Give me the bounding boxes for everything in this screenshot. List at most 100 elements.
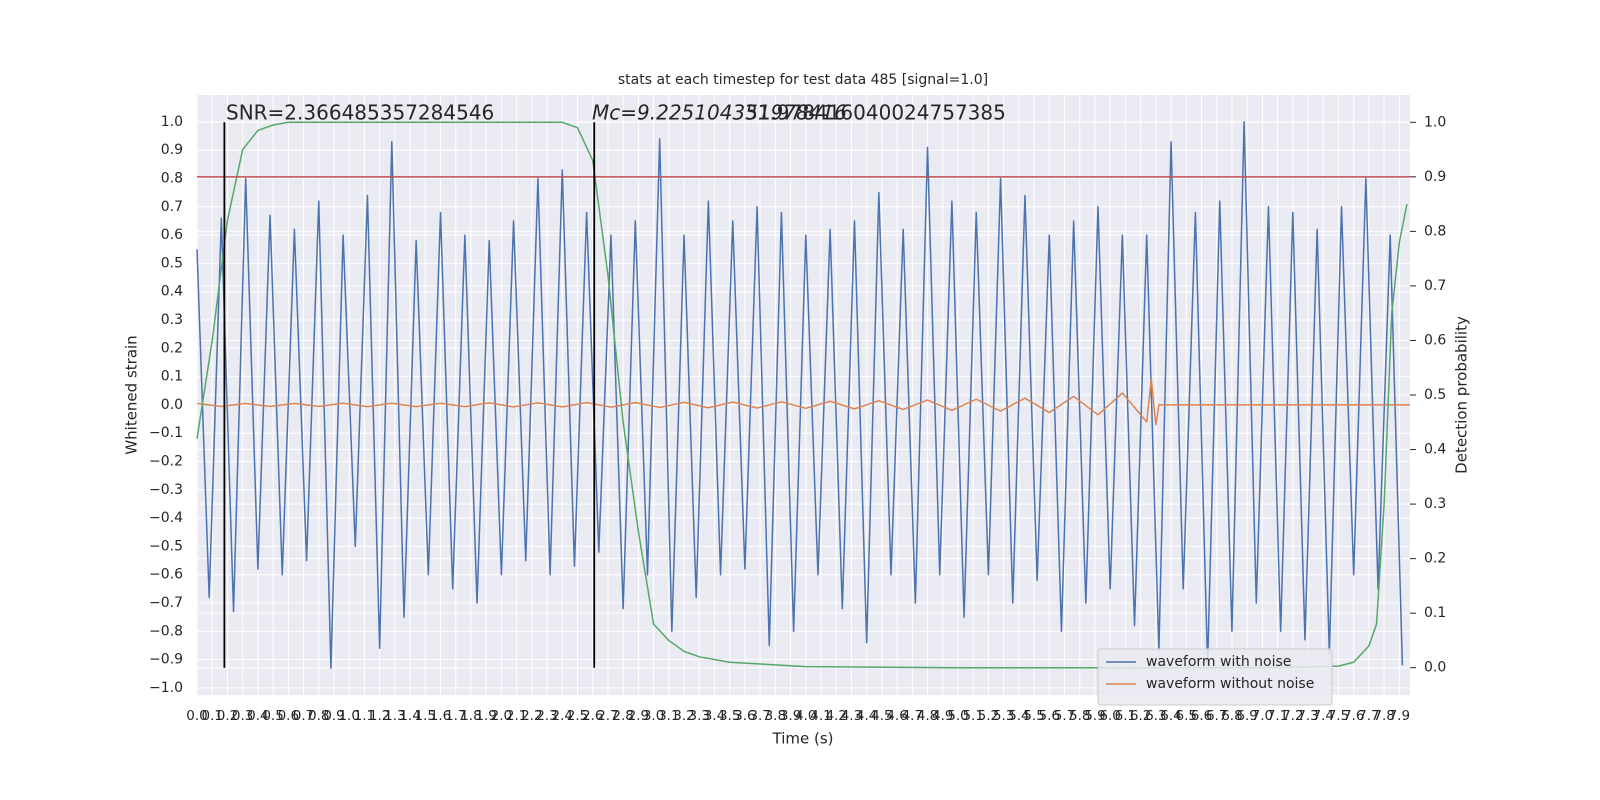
y-tick-label: 0.7 bbox=[161, 199, 183, 215]
x-tick-label: 2.2 bbox=[521, 708, 542, 724]
x-tick-label: 3.0 bbox=[643, 708, 664, 724]
x-tick-label: 2.5 bbox=[567, 708, 588, 724]
x-tick-label: 7.0 bbox=[1252, 708, 1273, 724]
y2-tick-label: 0.4 bbox=[1424, 442, 1446, 458]
y-tick-label: −0.2 bbox=[149, 454, 183, 470]
x-tick-label: 3.3 bbox=[689, 708, 710, 724]
x-tick-label: 0.7 bbox=[293, 708, 314, 724]
x-tick-label: 4.1 bbox=[810, 708, 831, 724]
y-tick-label: −0.9 bbox=[149, 652, 183, 668]
x-tick-label: 6.6 bbox=[1191, 708, 1212, 724]
y-tick-label: 0.0 bbox=[161, 397, 183, 413]
x-tick-label: 6.2 bbox=[1130, 708, 1151, 724]
x-axis-label: Time (s) bbox=[772, 730, 834, 748]
y2-tick-label: 0.7 bbox=[1424, 278, 1446, 294]
x-tick-label: 4.8 bbox=[917, 708, 938, 724]
x-tick-label: 6.9 bbox=[1236, 708, 1257, 724]
x-tick-label: 4.9 bbox=[932, 708, 953, 724]
x-tick-label: 3.4 bbox=[704, 708, 725, 724]
y-tick-label: −0.6 bbox=[149, 567, 183, 583]
annotation: SNR=2.366485357284546 bbox=[226, 101, 494, 125]
annotation: 31.978416040024757385 bbox=[745, 101, 1006, 125]
x-tick-label: 0.0 bbox=[186, 708, 207, 724]
x-tick-label: 2.0 bbox=[491, 708, 512, 724]
x-tick-label: 0.8 bbox=[308, 708, 329, 724]
x-tick-label: 1.4 bbox=[399, 708, 420, 724]
x-tick-label: 2.9 bbox=[628, 708, 649, 724]
x-tick-label: 6.4 bbox=[1160, 708, 1181, 724]
y2-tick-label: 0.8 bbox=[1424, 223, 1446, 239]
x-tick-label: 2.1 bbox=[506, 708, 527, 724]
x-tick-label: 5.7 bbox=[1054, 708, 1075, 724]
x-tick-label: 2.4 bbox=[552, 708, 573, 724]
annotation: Mc=9.225104351978416 bbox=[592, 101, 847, 125]
x-tick-label: 4.5 bbox=[871, 708, 892, 724]
series-line bbox=[196, 121, 1408, 669]
x-tick-label: 6.3 bbox=[1145, 708, 1166, 724]
x-tick-label: 0.6 bbox=[278, 708, 299, 724]
y-tick-label: −0.1 bbox=[149, 425, 183, 441]
x-tick-label: 0.2 bbox=[217, 708, 238, 724]
y-tick-label: −0.8 bbox=[149, 623, 183, 639]
x-tick-label: 4.0 bbox=[795, 708, 816, 724]
x-tick-label: 1.8 bbox=[460, 708, 481, 724]
y2-tick-label: 0.0 bbox=[1424, 660, 1446, 676]
y2-tick-label: 0.5 bbox=[1424, 387, 1446, 403]
y-tick-label: 0.2 bbox=[161, 340, 183, 356]
legend-label: waveform without noise bbox=[1146, 676, 1314, 692]
x-tick-label: 4.7 bbox=[902, 708, 923, 724]
x-tick-label: 6.5 bbox=[1176, 708, 1197, 724]
x-tick-label: 2.3 bbox=[536, 708, 557, 724]
x-tick-label: 0.4 bbox=[247, 708, 268, 724]
y2-tick-label: 1.0 bbox=[1424, 114, 1446, 130]
x-tick-label: 3.9 bbox=[780, 708, 801, 724]
y-tick-label: 0.9 bbox=[161, 142, 183, 158]
y-tick-label: 0.3 bbox=[161, 312, 183, 328]
x-tick-label: 7.2 bbox=[1282, 708, 1303, 724]
chart-title: stats at each timestep for test data 485… bbox=[618, 72, 988, 88]
y-axis-label: Whitened strain bbox=[123, 335, 141, 454]
x-tick-label: 7.3 bbox=[1297, 708, 1318, 724]
y2-axis-label: Detection probability bbox=[1453, 316, 1471, 474]
x-tick-label: 7.4 bbox=[1313, 708, 1334, 724]
y-tick-label: −1.0 bbox=[149, 680, 183, 696]
x-tick-label: 6.7 bbox=[1206, 708, 1227, 724]
x-tick-label: 3.5 bbox=[719, 708, 740, 724]
x-tick-label: 5.4 bbox=[1008, 708, 1029, 724]
x-tick-label: 2.7 bbox=[597, 708, 618, 724]
y-tick-label: 0.4 bbox=[161, 284, 183, 300]
x-tick-label: 5.1 bbox=[962, 708, 983, 724]
y-tick-label: 1.0 bbox=[161, 114, 183, 130]
y2-tick-label: 0.1 bbox=[1424, 605, 1446, 621]
x-tick-label: 7.8 bbox=[1373, 708, 1394, 724]
legend-label: waveform with noise bbox=[1146, 654, 1291, 670]
x-tick-label: 4.3 bbox=[841, 708, 862, 724]
x-tick-label: 1.3 bbox=[384, 708, 405, 724]
x-tick-label: 0.3 bbox=[232, 708, 253, 724]
x-tick-label: 5.5 bbox=[1023, 708, 1044, 724]
y-tick-label: 0.8 bbox=[161, 170, 183, 186]
x-tick-label: 7.6 bbox=[1343, 708, 1364, 724]
y-tick-label: 0.1 bbox=[161, 369, 183, 385]
x-tick-label: 3.7 bbox=[749, 708, 770, 724]
y-tick-label: −0.3 bbox=[149, 482, 183, 498]
x-tick-label: 1.7 bbox=[445, 708, 466, 724]
x-tick-label: 5.3 bbox=[993, 708, 1014, 724]
x-tick-label: 6.1 bbox=[1115, 708, 1136, 724]
y2-tick-label: 0.9 bbox=[1424, 169, 1446, 185]
x-tick-label: 1.1 bbox=[354, 708, 375, 724]
x-tick-label: 1.6 bbox=[430, 708, 451, 724]
x-tick-label: 5.8 bbox=[1069, 708, 1090, 724]
x-tick-label: 7.9 bbox=[1389, 708, 1410, 724]
x-tick-label: 0.9 bbox=[323, 708, 344, 724]
x-tick-label: 5.9 bbox=[1084, 708, 1105, 724]
x-tick-label: 1.2 bbox=[369, 708, 390, 724]
x-tick-label: 5.0 bbox=[947, 708, 968, 724]
y2-tick-label: 0.2 bbox=[1424, 551, 1446, 567]
legend-box bbox=[1097, 648, 1333, 706]
series-line bbox=[196, 378, 1410, 426]
x-tick-label: 7.1 bbox=[1267, 708, 1288, 724]
x-tick-label: 3.8 bbox=[765, 708, 786, 724]
y2-tick-label: 0.6 bbox=[1424, 332, 1446, 348]
